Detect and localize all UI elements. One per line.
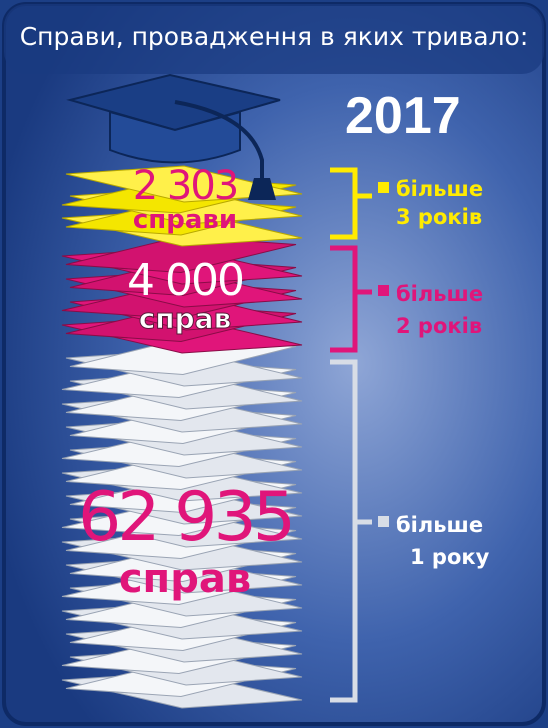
- artwork: [0, 0, 548, 728]
- title: Справи, провадження в яких тривало:: [0, 22, 548, 51]
- label-line: більше: [396, 278, 483, 310]
- number: 62 935: [60, 478, 310, 557]
- unit: справ: [70, 302, 300, 335]
- unit: справ: [60, 556, 310, 602]
- year: 2017: [345, 86, 461, 146]
- label-line: 1 року: [410, 541, 489, 573]
- label-line: 2 років: [396, 310, 483, 342]
- unit: справи: [70, 205, 300, 235]
- number: 2 303: [70, 163, 300, 209]
- label-line: більше: [396, 509, 489, 541]
- number: 4 000: [70, 255, 300, 306]
- label-line: більше: [396, 175, 483, 203]
- label-line: 3 років: [396, 203, 483, 231]
- infographic: Справи, провадження в яких тривало: 2017…: [0, 0, 548, 728]
